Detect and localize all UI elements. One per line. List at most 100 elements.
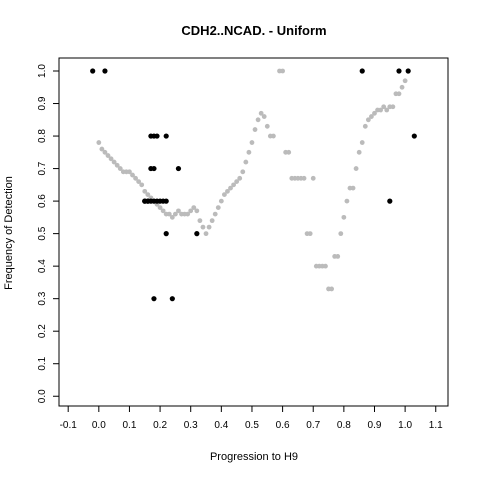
- smoothed-point: [215, 205, 221, 211]
- x-tick-label: 0.4: [214, 420, 228, 431]
- y-tick-label: 0.2: [37, 324, 48, 338]
- smoothed-point: [225, 188, 230, 194]
- observed-point: [163, 231, 169, 237]
- smoothed-point: [145, 192, 151, 197]
- y-tick-label: 0.9: [37, 96, 48, 110]
- smoothed-point: [200, 224, 206, 230]
- x-tick-label: -0.1: [60, 420, 78, 431]
- y-tick-label: 0.6: [37, 194, 48, 208]
- smoothed-point: [243, 159, 249, 165]
- x-axis-label: Progression to H9: [210, 451, 298, 463]
- smoothed-point: [378, 107, 384, 113]
- x-tick-label: 0.5: [245, 420, 259, 431]
- y-tick-label: 0.7: [37, 161, 48, 175]
- smoothed-point: [310, 175, 316, 181]
- y-tick-label: 0.1: [37, 356, 48, 370]
- smoothed-point: [206, 224, 212, 230]
- smoothed-point: [99, 146, 105, 152]
- y-tick-label: 0.8: [37, 129, 48, 143]
- observed-point: [169, 296, 175, 302]
- observed-point: [405, 68, 411, 74]
- smoothed-point: [353, 166, 359, 171]
- smoothed-point: [261, 114, 267, 119]
- smoothed-point: [286, 149, 292, 155]
- smoothed-point: [222, 192, 227, 197]
- smoothed-point: [341, 214, 347, 220]
- smoothed-point: [169, 214, 175, 220]
- smoothed-point: [399, 84, 405, 90]
- smoothed-point: [160, 208, 166, 214]
- observed-point: [194, 231, 200, 237]
- observed-point: [163, 198, 169, 204]
- smoothed-point: [402, 78, 408, 84]
- smoothed-point: [381, 104, 387, 110]
- smoothed-point: [271, 133, 276, 139]
- smoothed-point: [264, 123, 270, 129]
- smoothed-point: [359, 140, 365, 145]
- smoothed-point: [350, 185, 356, 191]
- smoothed-point: [344, 198, 350, 204]
- smoothed-point: [307, 231, 313, 237]
- smoothed-point: [130, 172, 135, 178]
- smoothed-point: [139, 182, 145, 188]
- plot-frame: [58, 57, 449, 407]
- smoothed-point: [280, 68, 285, 74]
- observed-point: [175, 165, 182, 172]
- smoothed-point: [231, 182, 236, 188]
- smoothed-point: [133, 175, 138, 181]
- smoothed-point: [258, 110, 264, 116]
- smoothed-point: [111, 159, 117, 165]
- smoothed-point: [197, 218, 203, 224]
- smoothed-point: [188, 208, 194, 214]
- series-observed: [90, 68, 417, 302]
- y-tick-label: 0.4: [37, 259, 48, 273]
- observed-point: [396, 68, 402, 74]
- smoothed-point: [185, 211, 191, 217]
- x-tick-label: 0.7: [306, 420, 320, 431]
- smoothed-point: [301, 175, 307, 181]
- smoothed-point: [194, 208, 200, 214]
- series-smoothed: [96, 68, 408, 292]
- smoothed-point: [372, 110, 377, 116]
- smoothed-point: [356, 149, 362, 155]
- smoothed-point: [362, 123, 368, 129]
- smoothed-point: [384, 107, 390, 113]
- smoothed-point: [96, 140, 102, 145]
- observed-point: [359, 68, 365, 74]
- x-tick-label: 0.9: [368, 420, 382, 431]
- smoothed-point: [105, 153, 111, 158]
- observed-point: [145, 198, 151, 204]
- smoothed-point: [108, 156, 114, 162]
- chart-title: CDH2..NCAD. - Uniform: [181, 23, 326, 38]
- smoothed-point: [234, 179, 240, 184]
- smoothed-point: [136, 179, 142, 184]
- x-tick-label: 1.0: [398, 420, 412, 431]
- smoothed-point: [338, 231, 344, 237]
- smoothed-point: [142, 188, 148, 194]
- y-tick-label: 1.0: [37, 64, 48, 78]
- smoothed-point: [335, 253, 341, 259]
- smoothed-point: [390, 104, 396, 110]
- x-tick-label: 0.3: [184, 420, 198, 431]
- smoothed-point: [212, 211, 218, 217]
- smoothed-point: [369, 114, 374, 119]
- smoothed-point: [176, 208, 181, 214]
- x-tick-label: 1.1: [429, 420, 443, 431]
- smoothed-point: [255, 117, 261, 123]
- smoothed-point: [209, 218, 215, 224]
- smoothed-point: [246, 149, 252, 155]
- observed-point: [90, 68, 96, 74]
- x-tick-label: 0.2: [153, 420, 167, 431]
- smoothed-point: [218, 198, 224, 204]
- smoothed-point: [203, 231, 209, 237]
- y-tick-label: 0.0: [37, 389, 48, 403]
- smoothed-point: [365, 117, 371, 123]
- x-tick-label: 0.6: [276, 420, 290, 431]
- smoothed-point: [127, 169, 132, 175]
- observed-point: [154, 133, 160, 139]
- smoothed-point: [114, 162, 120, 168]
- smoothed-point: [329, 286, 335, 292]
- smoothed-point: [228, 185, 233, 191]
